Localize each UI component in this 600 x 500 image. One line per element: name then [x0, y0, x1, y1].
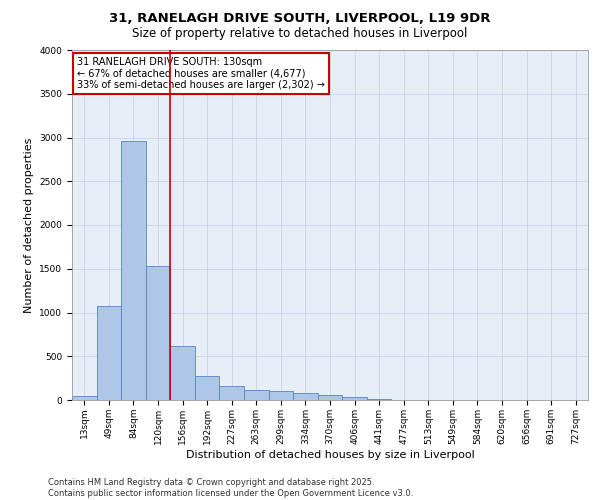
X-axis label: Distribution of detached houses by size in Liverpool: Distribution of detached houses by size …	[185, 450, 475, 460]
Bar	[342, 398, 367, 400]
Bar	[146, 266, 170, 400]
Bar	[367, 399, 391, 400]
Bar	[220, 386, 244, 400]
Text: 31, RANELAGH DRIVE SOUTH, LIVERPOOL, L19 9DR: 31, RANELAGH DRIVE SOUTH, LIVERPOOL, L19…	[109, 12, 491, 26]
Bar	[269, 391, 293, 400]
Bar	[72, 396, 97, 400]
Bar	[121, 141, 146, 400]
Y-axis label: Number of detached properties: Number of detached properties	[24, 138, 34, 312]
Bar	[170, 346, 195, 400]
Bar	[318, 395, 342, 400]
Text: Contains HM Land Registry data © Crown copyright and database right 2025.
Contai: Contains HM Land Registry data © Crown c…	[48, 478, 413, 498]
Bar	[195, 376, 220, 400]
Bar	[97, 306, 121, 400]
Bar	[244, 390, 269, 400]
Bar	[293, 393, 318, 400]
Text: Size of property relative to detached houses in Liverpool: Size of property relative to detached ho…	[133, 28, 467, 40]
Text: 31 RANELAGH DRIVE SOUTH: 130sqm
← 67% of detached houses are smaller (4,677)
33%: 31 RANELAGH DRIVE SOUTH: 130sqm ← 67% of…	[77, 57, 325, 90]
